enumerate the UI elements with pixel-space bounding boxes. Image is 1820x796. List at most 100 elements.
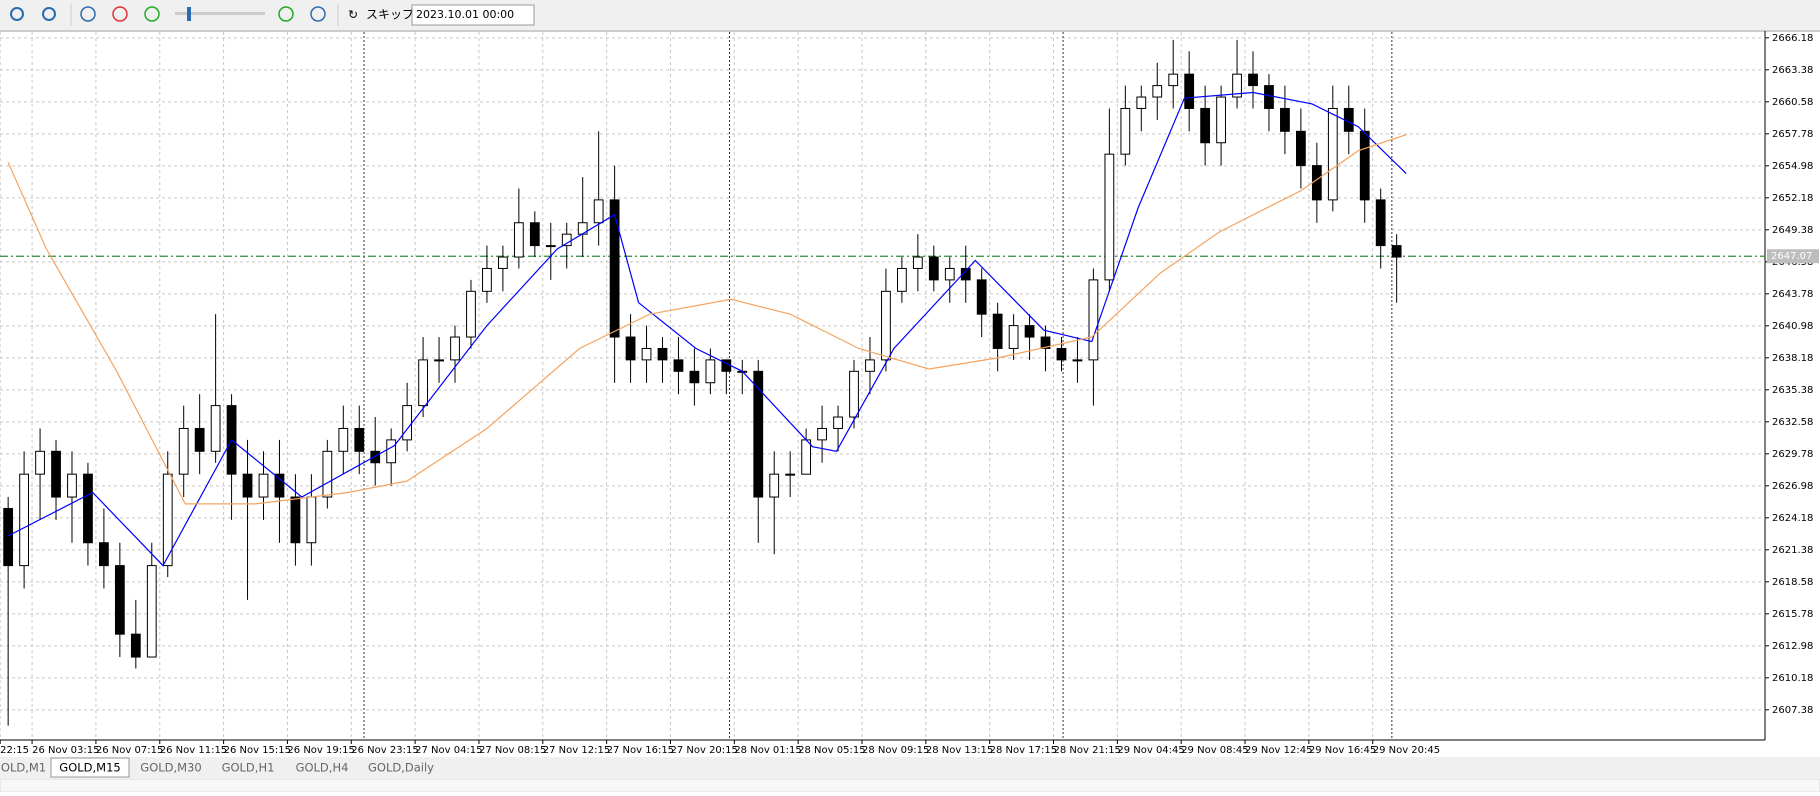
x-tick-label: 26 Nov 11:15 [160, 745, 227, 756]
candle-body [928, 256, 939, 281]
x-tick-label: 26 Nov 03:15 [32, 745, 99, 756]
candle-body [1120, 107, 1131, 155]
candle-body [593, 199, 604, 224]
candle-body [3, 507, 14, 567]
candle-body [242, 473, 253, 498]
candle-body [801, 439, 812, 475]
candle-body [881, 290, 891, 361]
tab[interactable] [369, 758, 433, 777]
speed-thumb[interactable] [187, 7, 191, 21]
candle-body [625, 336, 636, 361]
candle-body [705, 359, 716, 384]
candle-body [513, 222, 524, 258]
x-tick-label: 29 Nov 12:45 [1245, 745, 1312, 756]
candle-body [194, 427, 205, 452]
candle-body [1232, 73, 1242, 98]
candle-body [1216, 96, 1226, 144]
candle-body [370, 450, 381, 464]
candle-body [450, 336, 460, 361]
candle-body [322, 450, 333, 498]
moving-average-line [7, 91, 1407, 567]
date-field[interactable] [411, 4, 535, 26]
candle-body [274, 473, 285, 498]
y-tick-label: 2621.38 [1772, 545, 1813, 556]
candle-body [498, 256, 508, 269]
candle-body [609, 199, 620, 338]
candle-body [1375, 199, 1386, 247]
x-tick-label: 28 Nov 09:15 [862, 745, 929, 756]
candle-body [1311, 165, 1322, 201]
candle-body [1264, 85, 1274, 109]
tab-label: OLD,M1 [1, 761, 46, 775]
zoom-in-button[interactable] [10, 7, 24, 21]
x-tick-label: 26 Nov 23:15 [351, 745, 418, 756]
tab[interactable] [50, 757, 130, 778]
x-tick-label: 29 Nov 20:45 [1373, 745, 1440, 756]
x-tick-label: 28 Nov 01:15 [734, 745, 801, 756]
x-tick-label: 29 Nov 08:45 [1181, 745, 1248, 756]
y-tick-label: 2612.98 [1772, 641, 1813, 652]
skip-label[interactable]: スキップ [366, 8, 414, 22]
tab[interactable] [296, 758, 348, 777]
zoom-out-button[interactable] [42, 7, 56, 21]
skip-icon: ↻ [348, 8, 358, 22]
candle-body [1008, 325, 1019, 349]
x-tick-label: 27 Nov 12:15 [543, 745, 610, 756]
candle-body [1024, 325, 1035, 338]
candle-body [865, 359, 875, 372]
tab-label: GOLD,Daily [368, 761, 434, 775]
candle-body [83, 473, 93, 544]
stop-button[interactable] [112, 6, 128, 22]
candle-body [657, 347, 668, 361]
step-button[interactable] [310, 6, 326, 22]
candle-body [35, 450, 45, 475]
candle-body [338, 427, 349, 452]
candle-body [51, 450, 61, 498]
price-label-box [1767, 249, 1819, 264]
candle-body [386, 439, 397, 464]
y-tick-label: 2643.78 [1772, 289, 1813, 300]
y-tick-label: 2666.18 [1772, 33, 1813, 44]
candle-body [67, 473, 77, 498]
tabs: OLD,M1 GOLD,M15 GOLD,M30 GOLD,H1 GOLD,H4 GOLD… [0, 757, 434, 778]
candle-body [960, 267, 971, 281]
y-tick-label: 2626.98 [1772, 481, 1813, 492]
y-tick-label: 2632.58 [1772, 417, 1813, 428]
candle-body [178, 427, 189, 475]
tab[interactable] [141, 758, 201, 777]
status-strip [0, 778, 1820, 793]
candle-body [19, 473, 29, 567]
candle-body [992, 313, 1003, 349]
candle-body [785, 473, 796, 476]
tab-label: GOLD,M30 [140, 761, 201, 775]
tab[interactable] [0, 758, 47, 777]
candle-body [1391, 245, 1402, 258]
x-tick-label: 28 Nov 17:15 [990, 745, 1057, 756]
toolbar [0, 0, 1820, 30]
y-tick-label: 2624.18 [1772, 513, 1813, 524]
rewind-button[interactable] [144, 6, 160, 22]
x-tick-label: 29 Nov 16:45 [1309, 745, 1376, 756]
candle-body [673, 359, 684, 372]
x-tick-label: 29 Nov 04:45 [1117, 745, 1184, 756]
y-tick-label: 2660.58 [1772, 97, 1813, 108]
toolbar-buttons: ↻ スキップ 2023.10.01 00:00 [10, 4, 535, 26]
candle-body [561, 233, 572, 247]
forward-button[interactable] [278, 6, 294, 22]
candle-body [1136, 96, 1147, 109]
y-tick-label: 2640.98 [1772, 321, 1813, 332]
speed-slider[interactable] [175, 12, 265, 15]
x-tick-label: 28 Nov 13:15 [926, 745, 993, 756]
pause-button[interactable] [80, 6, 96, 22]
y-tick-label: 2610.18 [1772, 673, 1813, 684]
x-tick-label: 27 Nov 08:15 [479, 745, 546, 756]
y-tick-label: 2629.78 [1772, 449, 1813, 460]
y-tick-label: 2638.18 [1772, 353, 1813, 364]
y-tick-label: 2652.18 [1772, 193, 1813, 204]
candle-body [944, 267, 955, 281]
price-label: 2647.07 [1771, 251, 1812, 262]
tab[interactable] [222, 758, 274, 777]
date-value: 2023.10.01 00:00 [416, 8, 514, 21]
candle-body [1040, 336, 1051, 349]
